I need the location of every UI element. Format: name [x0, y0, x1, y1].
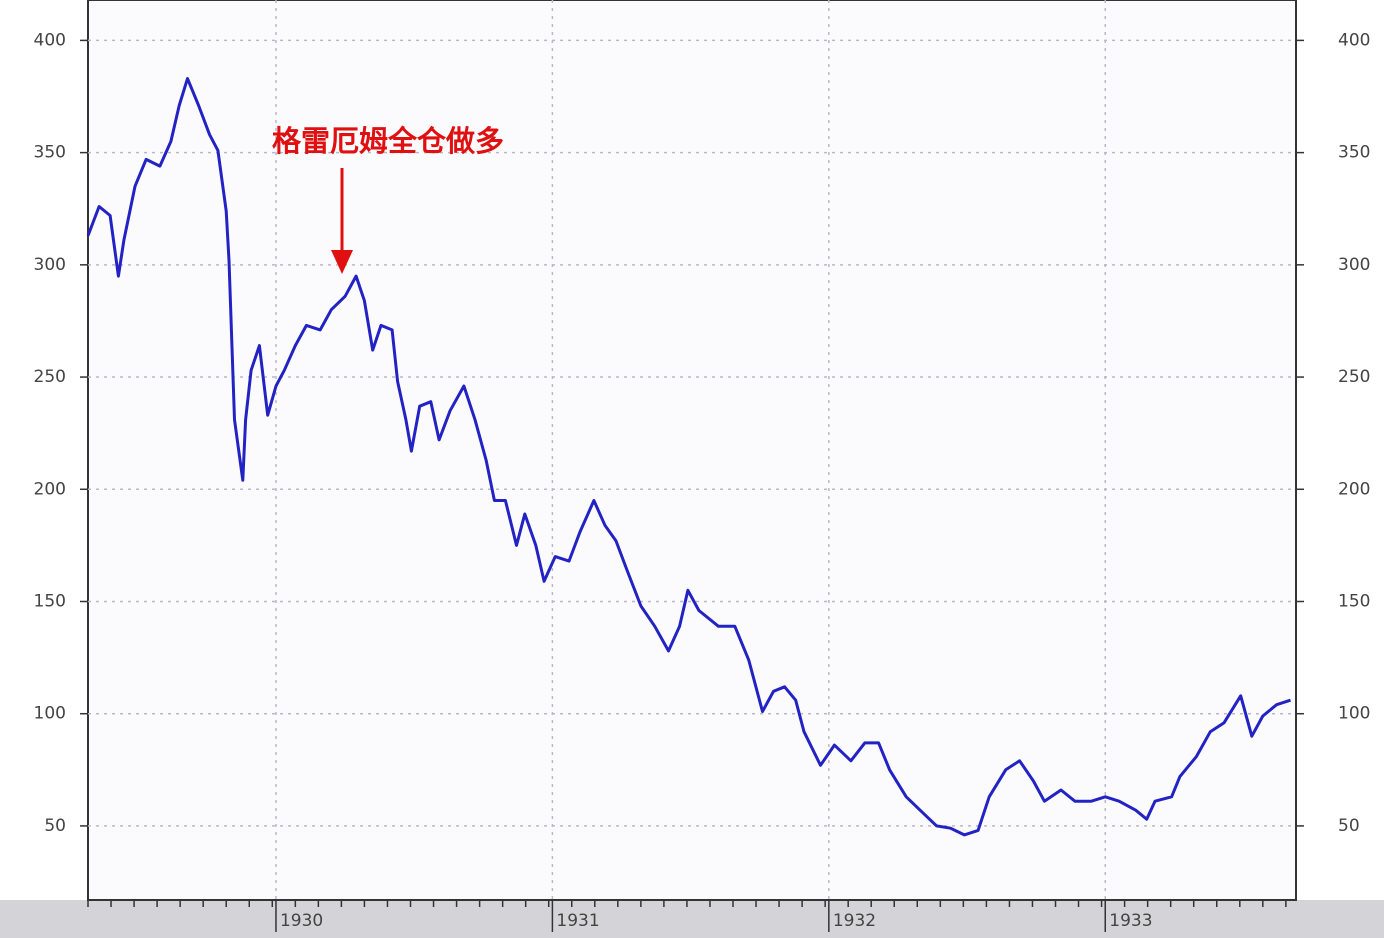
plot-area [87, 0, 1297, 901]
x-tick-label: 1931 [556, 911, 599, 931]
x-tick-label: 1933 [1109, 911, 1152, 931]
x-tick-label: 1930 [280, 911, 323, 931]
y2-tick-label: 50 [1338, 816, 1360, 836]
layer: 50 50 100 100 150 150 200 200 250 250 300 300 350 350… [34, 0, 1370, 932]
y2-tick-label: 200 [1338, 479, 1370, 499]
x-tick-label: 1932 [833, 911, 876, 931]
arrow-head [331, 250, 353, 274]
price-line [86, 77, 1291, 837]
x-axis-band [0, 900, 1384, 938]
y2-tick-label: 400 [1338, 30, 1370, 50]
y-tick-label: 50 [44, 816, 66, 836]
y2-tick-label: 150 [1338, 591, 1370, 611]
y-tick-label: 400 [34, 30, 66, 50]
annotation: 格雷厄姆全仓做多 [272, 124, 504, 158]
y-tick-label: 200 [34, 479, 66, 499]
y2-tick-label: 100 [1338, 704, 1370, 724]
y-tick-label: 300 [34, 255, 66, 275]
y2-tick-label: 350 [1338, 143, 1370, 163]
y-tick-label: 250 [34, 367, 66, 387]
y-tick-label: 150 [34, 591, 66, 611]
y-tick-label: 350 [34, 143, 66, 163]
y-tick-label: 100 [34, 704, 66, 724]
y2-tick-label: 300 [1338, 255, 1370, 275]
y2-tick-label: 250 [1338, 367, 1370, 387]
